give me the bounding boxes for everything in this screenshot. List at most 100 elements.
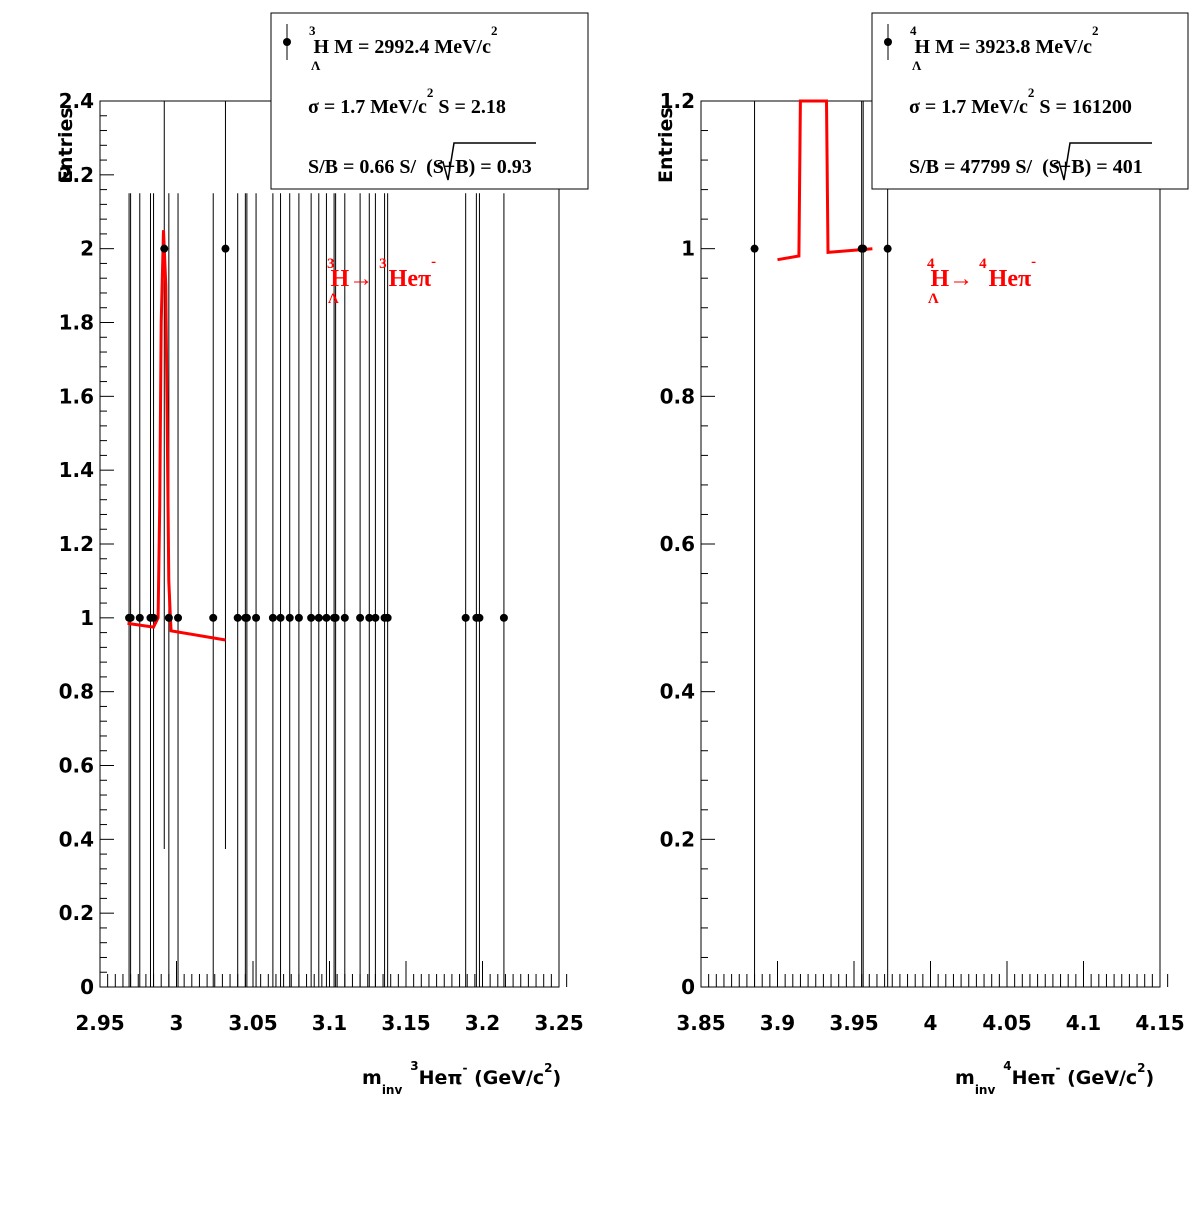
y-tick-label: 1.6 bbox=[59, 384, 94, 408]
y-tick-label: 1.8 bbox=[59, 311, 94, 335]
x-tick-label: 3.95 bbox=[829, 1011, 878, 1035]
y-tick-label: 0.2 bbox=[660, 827, 695, 851]
data-point bbox=[126, 613, 135, 622]
data-point bbox=[356, 613, 365, 622]
stats-box-frame bbox=[871, 12, 1189, 190]
data-point bbox=[268, 613, 277, 622]
data-point bbox=[461, 613, 470, 622]
x-tick-label: 4.05 bbox=[982, 1011, 1031, 1035]
histogram-panel-1: 0 0.2 0.4 0.6 0.8 1 1.2 1.4 1.6 1.8 2 2.2 2.4 2.95 3 3.… bbox=[55, 12, 589, 1097]
stats-line-significance: S/B = 47799 S/(S+B) = 401 bbox=[909, 156, 1143, 178]
y-tick-label: 0.2 bbox=[59, 901, 94, 925]
y-tick-label: 2 bbox=[80, 237, 94, 261]
y-axis: 0 0.2 0.4 0.6 0.8 1 1.2 1.4 1.6 1.8 2 2.2 2.4 bbox=[59, 89, 114, 999]
y-tick-label: 0.8 bbox=[660, 384, 695, 408]
y-tick-label: 0 bbox=[80, 975, 94, 999]
y-tick-label: 2.4 bbox=[59, 89, 94, 113]
decay-channel-sub: Λ bbox=[928, 291, 939, 307]
data-point bbox=[371, 613, 380, 622]
data-point bbox=[340, 613, 349, 622]
data-point bbox=[859, 244, 868, 253]
error-bars bbox=[128, 101, 505, 987]
data-point bbox=[164, 613, 173, 622]
y-tick-label: 1.2 bbox=[59, 532, 94, 556]
decay-channel: 3 H→ 3Heπ- bbox=[327, 254, 436, 292]
y-tick-label: 0.4 bbox=[59, 827, 94, 851]
histogram-panel-2: 0 0.2 0.4 0.6 0.8 1 1.2 3.85 3.9 3.95 4 4.05 4.1 4.15… bbox=[655, 12, 1189, 1097]
x-tick-label: 3.15 bbox=[381, 1011, 430, 1035]
data-point bbox=[233, 613, 242, 622]
data-point bbox=[307, 613, 316, 622]
fit-curve bbox=[777, 99, 873, 262]
x-tick-label: 2.95 bbox=[75, 1011, 124, 1035]
y-tick-label: 0.8 bbox=[59, 680, 94, 704]
y-tick-label: 0.6 bbox=[59, 754, 94, 778]
sqrt-sign bbox=[437, 142, 536, 181]
x-tick-label: 3.1 bbox=[312, 1011, 347, 1035]
data-point bbox=[209, 613, 218, 622]
data-point bbox=[365, 613, 374, 622]
legend-marker bbox=[884, 38, 892, 46]
x-tick-label: 4.15 bbox=[1135, 1011, 1184, 1035]
y-axis-title: Entries bbox=[655, 107, 677, 183]
data-points bbox=[750, 244, 892, 253]
empty-bin-markers bbox=[708, 974, 1169, 987]
y-tick-label: 0.6 bbox=[660, 532, 695, 556]
data-points bbox=[125, 244, 508, 622]
stats-line-mass-sub: Λ bbox=[311, 58, 321, 73]
data-point bbox=[750, 244, 759, 253]
data-point bbox=[276, 613, 285, 622]
empty-bin-markers bbox=[107, 974, 568, 987]
stats-line-sigma: σ = 1.7 MeV/c2 S = 2.18 bbox=[308, 85, 506, 118]
y-axis-title: Entries bbox=[55, 107, 77, 183]
x-tick-label: 3 bbox=[170, 1011, 184, 1035]
data-point bbox=[135, 613, 144, 622]
x-tick-label: 4 bbox=[924, 1011, 938, 1035]
x-tick-label: 3.05 bbox=[228, 1011, 277, 1035]
x-axis: 2.95 3 3.05 3.1 3.15 3.2 3.25 bbox=[75, 961, 584, 1035]
decay-label: 4 H→ 4Heπ-Λ bbox=[927, 254, 1036, 307]
stats-line-mass-sub: Λ bbox=[912, 58, 922, 73]
stats-box-frame bbox=[270, 12, 589, 190]
data-point bbox=[314, 613, 323, 622]
x-tick-label: 3.9 bbox=[760, 1011, 795, 1035]
decay-channel: 4 H→ 4Heπ- bbox=[927, 254, 1036, 292]
y-axis: 0 0.2 0.4 0.6 0.8 1 1.2 bbox=[660, 89, 715, 999]
y-tick-label: 1 bbox=[681, 237, 695, 261]
x-tick-label: 4.1 bbox=[1066, 1011, 1101, 1035]
x-tick-label: 3.25 bbox=[534, 1011, 583, 1035]
x-axis: 3.85 3.9 3.95 4 4.05 4.1 4.15 bbox=[676, 961, 1185, 1035]
y-tick-label: 1.2 bbox=[660, 89, 695, 113]
data-point bbox=[322, 613, 331, 622]
data-point bbox=[160, 244, 169, 253]
y-tick-label: 1 bbox=[80, 606, 94, 630]
y-tick-label: 0.4 bbox=[660, 680, 695, 704]
data-point bbox=[475, 613, 484, 622]
error-bars bbox=[754, 101, 889, 987]
data-point bbox=[331, 613, 340, 622]
data-point bbox=[149, 613, 158, 622]
sqrt-sign bbox=[1053, 142, 1152, 181]
plot-frame bbox=[700, 100, 1161, 988]
data-point bbox=[383, 613, 392, 622]
stats-line-sigma: σ = 1.7 MeV/c2 S = 161200 bbox=[909, 85, 1132, 118]
data-point bbox=[294, 613, 303, 622]
y-tick-label: 0 bbox=[681, 975, 695, 999]
legend-marker bbox=[283, 38, 291, 46]
data-point bbox=[285, 613, 294, 622]
data-point bbox=[252, 613, 261, 622]
data-point bbox=[242, 613, 251, 622]
x-axis-title: minv3Heπ- (GeV/c2) bbox=[362, 1059, 561, 1097]
decay-channel-sub: Λ bbox=[328, 291, 339, 307]
y-tick-label: 2.2 bbox=[59, 163, 94, 187]
fit-curve bbox=[127, 230, 226, 642]
data-point bbox=[883, 244, 892, 253]
data-point bbox=[174, 613, 183, 622]
x-axis-title: minv4Heπ- (GeV/c2) bbox=[955, 1059, 1154, 1097]
x-tick-label: 3.2 bbox=[465, 1011, 500, 1035]
